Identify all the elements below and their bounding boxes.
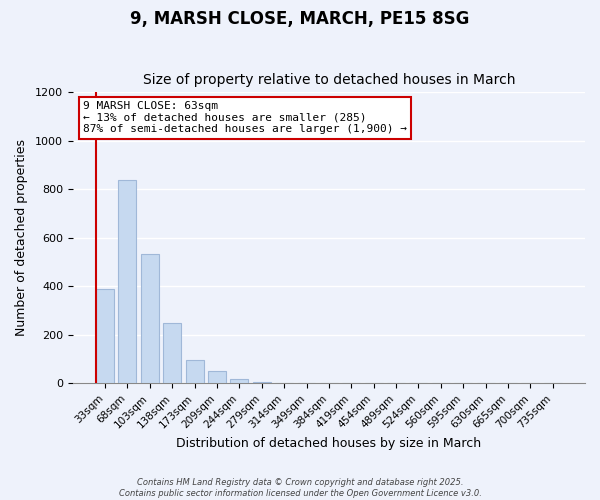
Bar (163, 324, 181, 384)
Title: Size of property relative to detached houses in March: Size of property relative to detached ho… (143, 73, 515, 87)
Bar (185, 360, 203, 384)
Text: 9, MARSH CLOSE, MARCH, PE15 8SG: 9, MARSH CLOSE, MARCH, PE15 8SG (130, 10, 470, 28)
Bar (253, 382, 271, 384)
Bar (96, 289, 114, 384)
Text: Contains HM Land Registry data © Crown copyright and database right 2025.
Contai: Contains HM Land Registry data © Crown c… (119, 478, 481, 498)
Bar (208, 371, 226, 384)
Bar (141, 254, 159, 384)
X-axis label: Distribution of detached houses by size in March: Distribution of detached houses by size … (176, 437, 481, 450)
Bar (230, 379, 248, 384)
Bar (118, 180, 136, 384)
Y-axis label: Number of detached properties: Number of detached properties (15, 140, 28, 336)
Text: 9 MARSH CLOSE: 63sqm
← 13% of detached houses are smaller (285)
87% of semi-deta: 9 MARSH CLOSE: 63sqm ← 13% of detached h… (83, 101, 407, 134)
